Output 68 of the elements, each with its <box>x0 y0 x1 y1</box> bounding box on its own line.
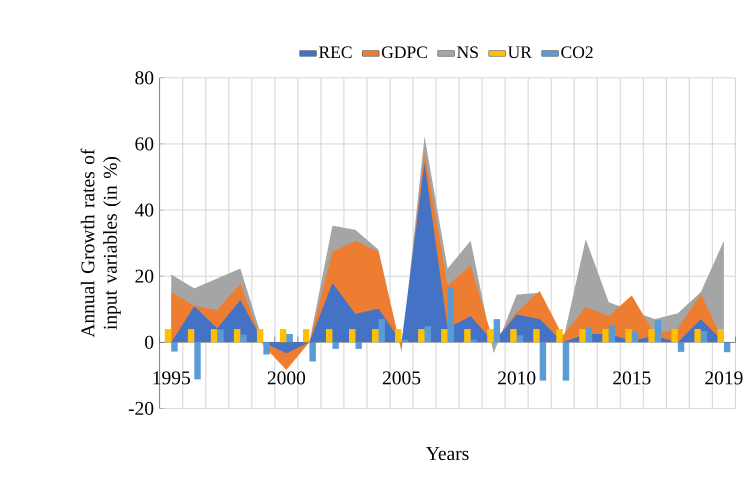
x-tick-label: 2000 <box>268 371 306 384</box>
legend-label: REC <box>319 46 352 58</box>
bar <box>309 342 316 362</box>
bar <box>402 339 408 342</box>
x-axis-title: Years <box>426 446 469 460</box>
bar <box>654 320 662 342</box>
bar <box>510 328 517 342</box>
bar <box>217 329 224 342</box>
bar <box>562 342 570 380</box>
bar <box>286 334 293 342</box>
bar <box>395 328 402 342</box>
bar <box>332 342 339 349</box>
y-axis-title: Annual Growth rates of input variables (in %) <box>80 148 121 338</box>
bar <box>533 328 540 342</box>
bar <box>586 328 592 342</box>
y-tick-label: -20 <box>128 402 154 415</box>
bar <box>678 342 684 352</box>
bar <box>632 331 638 342</box>
bar <box>378 318 385 342</box>
bar <box>210 328 218 342</box>
bar <box>579 328 586 342</box>
bar <box>240 334 247 342</box>
bar <box>372 328 378 342</box>
y-tick-label: 0 <box>145 336 154 349</box>
bar <box>717 328 724 342</box>
bar <box>164 328 172 342</box>
bar <box>700 330 708 342</box>
bar <box>516 335 524 342</box>
bar <box>326 328 332 342</box>
y-tick-label: 60 <box>135 137 154 150</box>
bar <box>464 328 471 342</box>
x-tick-label: 2005 <box>382 371 420 384</box>
bar <box>494 318 500 342</box>
y-tick-label: 20 <box>135 269 154 282</box>
bar <box>418 328 425 342</box>
bar <box>194 342 201 380</box>
bar <box>602 328 609 342</box>
bar <box>441 328 448 342</box>
bar <box>724 342 730 352</box>
bar <box>349 328 356 342</box>
legend-label: CO2 <box>561 46 593 58</box>
bar <box>302 328 310 342</box>
bar <box>540 342 546 380</box>
x-tick-label: 2010 <box>498 371 536 384</box>
x-tick-label: 2019 <box>705 371 743 384</box>
bar <box>648 328 655 342</box>
legend-label: UR <box>508 46 532 58</box>
x-tick-label: 2015 <box>613 371 650 384</box>
bar <box>188 328 194 342</box>
bar <box>256 328 264 342</box>
bar <box>424 326 431 342</box>
bar <box>671 328 678 342</box>
bar <box>234 328 240 342</box>
bar <box>556 328 563 342</box>
bar <box>171 342 178 352</box>
legend-label: GDPC <box>382 46 427 58</box>
bar <box>487 328 494 342</box>
bar <box>355 342 362 349</box>
legend-label: NS <box>457 46 478 58</box>
bar <box>448 286 454 342</box>
bar <box>280 328 286 342</box>
bar <box>608 325 616 342</box>
y-tick-label: 40 <box>134 203 154 216</box>
bar <box>625 328 632 342</box>
bar <box>694 328 701 342</box>
y-tick-label: 80 <box>135 71 154 84</box>
bar <box>263 342 270 354</box>
bar <box>470 339 478 342</box>
